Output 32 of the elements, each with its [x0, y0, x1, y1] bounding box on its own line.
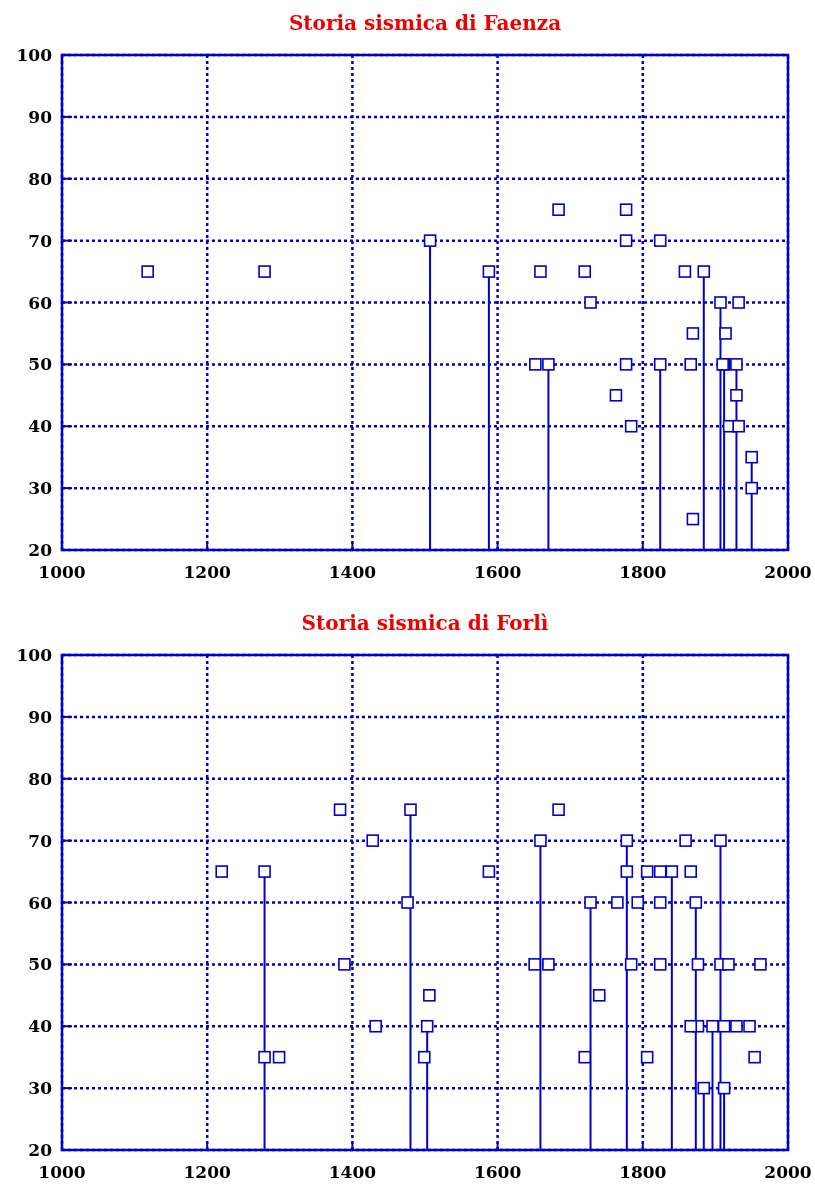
x-tick-label: 1600 [473, 1162, 522, 1182]
y-tick-label: 100 [16, 45, 53, 65]
y-tick-label: 70 [28, 230, 53, 251]
y-tick-label: 70 [28, 830, 53, 851]
y-tick-label: 90 [28, 106, 53, 127]
chart-title: Storia sismica di Forlì [301, 611, 549, 635]
y-tick-label: 50 [28, 954, 53, 975]
y-tick-label: 20 [28, 540, 53, 560]
x-tick-label: 1000 [38, 562, 86, 582]
chart-title: Storia sismica di Faenza [288, 11, 562, 35]
x-tick-label: 1400 [328, 1162, 377, 1182]
x-tick-label: 1800 [619, 1162, 667, 1182]
y-tick-label: 30 [28, 478, 53, 499]
x-tick-label: 2000 [764, 1162, 812, 1182]
x-tick-label: 1200 [183, 562, 232, 582]
y-tick-label: 20 [28, 1140, 53, 1160]
y-tick-label: 60 [28, 292, 53, 313]
x-tick-label: 1600 [473, 562, 522, 582]
y-tick-label: 80 [28, 768, 53, 789]
y-tick-label: 90 [28, 706, 53, 727]
x-tick-label: 1800 [619, 562, 667, 582]
x-tick-label: 1000 [38, 1162, 86, 1182]
y-tick-label: 50 [28, 354, 53, 375]
y-tick-label: 60 [28, 892, 53, 913]
x-tick-label: 2000 [764, 562, 812, 582]
y-tick-label: 40 [28, 416, 53, 437]
x-tick-label: 1400 [328, 562, 377, 582]
y-tick-label: 40 [28, 1016, 53, 1037]
y-tick-label: 30 [28, 1078, 53, 1099]
y-tick-label: 80 [28, 168, 53, 189]
y-tick-label: 100 [16, 645, 53, 665]
x-tick-label: 1200 [183, 1162, 232, 1182]
